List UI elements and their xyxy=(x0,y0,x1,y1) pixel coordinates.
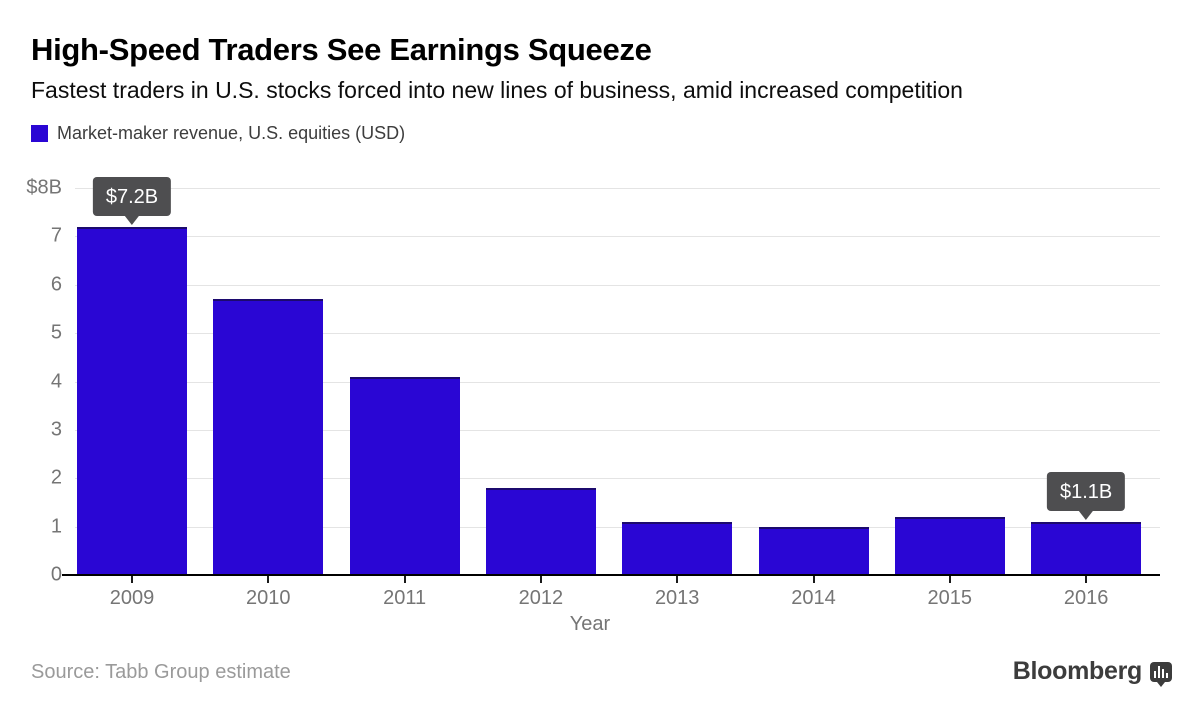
bar-2013 xyxy=(622,522,732,575)
x-tick-label-2015: 2015 xyxy=(927,587,973,609)
bloomberg-wordmark: Bloomberg xyxy=(1012,657,1143,685)
x-tick-label-2013: 2013 xyxy=(654,587,700,609)
x-axis-line xyxy=(62,574,1160,576)
y-tick-label-6: 6 xyxy=(50,273,62,296)
gridline-8 xyxy=(75,188,1160,189)
x-tick-2013 xyxy=(676,576,678,583)
value-callout-2016: $1.1B xyxy=(1046,472,1126,520)
gridline-3 xyxy=(75,430,1160,431)
x-tick-2009 xyxy=(131,576,133,583)
x-tick-2016 xyxy=(1085,576,1087,583)
bar-2016 xyxy=(1031,522,1141,575)
x-tick-label-2011: 2011 xyxy=(383,587,427,609)
x-tick-label-2014: 2014 xyxy=(791,587,836,609)
bloomberg-brand: Bloomberg xyxy=(1013,657,1172,686)
bar-2009 xyxy=(77,227,187,575)
bar-2010 xyxy=(213,299,323,575)
x-tick-2015 xyxy=(949,576,951,583)
bar-2012 xyxy=(486,488,596,575)
x-tick-label-2012: 2012 xyxy=(518,587,564,609)
y-tick-label-0: 0 xyxy=(50,563,62,586)
x-tick-label-2016: 2016 xyxy=(1063,587,1109,609)
value-callout-2009: $7.2B xyxy=(92,177,172,225)
value-callout-label: $7.2B xyxy=(92,177,172,216)
x-tick-2011 xyxy=(404,576,406,583)
source-note: Source: Tabb Group estimate xyxy=(31,661,291,683)
bar-2014 xyxy=(759,527,869,575)
callout-pointer-icon xyxy=(124,216,139,225)
callout-pointer-icon xyxy=(1079,511,1094,520)
gridline-4 xyxy=(75,382,1160,383)
y-tick-label-3: 3 xyxy=(50,418,62,441)
x-tick-2010 xyxy=(267,576,269,583)
gridline-1 xyxy=(75,527,1160,528)
y-tick-label-1: 1 xyxy=(50,515,62,538)
x-tick-label-2010: 2010 xyxy=(246,587,291,609)
legend-label: Market-maker revenue, U.S. equities (USD… xyxy=(57,123,406,143)
x-tick-label-2009: 2009 xyxy=(109,587,155,609)
y-tick-label-7: 7 xyxy=(50,224,62,247)
bar-2015 xyxy=(895,517,1005,575)
legend: Market-maker revenue, U.S. equities (USD… xyxy=(31,123,405,144)
gridline-2 xyxy=(75,478,1160,479)
gridline-5 xyxy=(75,333,1160,334)
x-tick-2014 xyxy=(813,576,815,583)
bar-2011 xyxy=(350,377,460,575)
y-tick-label-8B: $8B xyxy=(26,176,62,199)
value-callout-label: $1.1B xyxy=(1046,472,1126,511)
x-axis-title: Year xyxy=(569,613,611,635)
gridline-6 xyxy=(75,285,1160,286)
page-title: High-Speed Traders See Earnings Squeeze xyxy=(31,32,652,67)
x-tick-2012 xyxy=(540,576,542,583)
y-tick-label-5: 5 xyxy=(50,321,62,344)
y-tick-label-2: 2 xyxy=(50,466,62,489)
legend-swatch-icon xyxy=(31,125,48,142)
page-subtitle: Fastest traders in U.S. stocks forced in… xyxy=(31,77,963,103)
bloomberg-logo-icon xyxy=(1150,661,1172,682)
y-tick-label-4: 4 xyxy=(50,370,62,393)
gridline-7 xyxy=(75,236,1160,237)
